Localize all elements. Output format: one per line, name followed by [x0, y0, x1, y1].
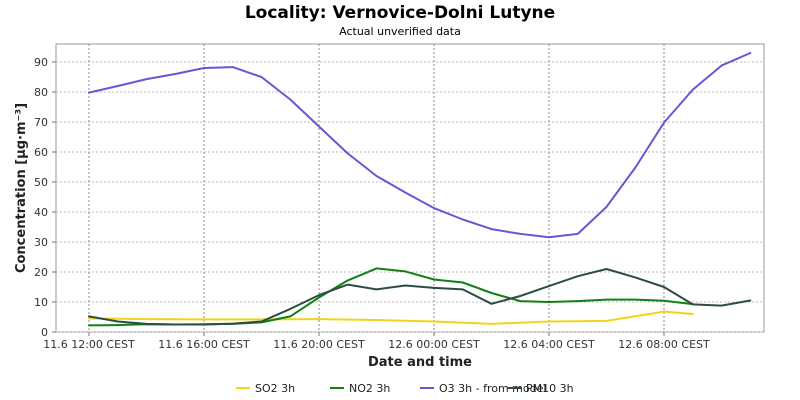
x-axis-ticks: 11.6 12:00 CEST 11.6 16:00 CEST 11.6 20:00… [43, 332, 710, 351]
legend-label-so2-3h: SO2 3h [255, 382, 295, 395]
y-tick-label: 30 [34, 236, 48, 249]
x-tick-label: 12.6 08:00 CEST [618, 338, 710, 351]
y-axis-label: Concentration [µg·m⁻³] [14, 103, 29, 273]
y-tick-label: 70 [34, 116, 48, 129]
y-tick-label: 50 [34, 176, 48, 189]
y-tick-label: 80 [34, 86, 48, 99]
legend-label-no2-3h: NO2 3h [349, 382, 390, 395]
y-tick-label: 0 [41, 326, 48, 339]
x-axis-label: Date and time [368, 355, 472, 370]
x-tick-label: 11.6 12:00 CEST [43, 338, 135, 351]
x-tick-label: 11.6 16:00 CEST [158, 338, 250, 351]
y-tick-label: 20 [34, 266, 48, 279]
y-tick-label: 60 [34, 146, 48, 159]
chart-subtitle: Actual unverified data [339, 25, 461, 38]
x-tick-label: 12.6 04:00 CEST [503, 338, 595, 351]
legend-label-pm10-3h: PM10 3h [526, 382, 574, 395]
series-line-so2-3h [88, 310, 694, 325]
legend-label-o3-3h-from-model: O3 3h - from model [439, 382, 546, 395]
y-axis-ticks: 0 10 20 30 40 50 60 70 80 90 [34, 56, 56, 339]
series-lines [88, 52, 752, 327]
series-line-o3-3h-from-model [88, 52, 752, 239]
y-tick-label: 90 [34, 56, 48, 69]
y-tick-label: 40 [34, 206, 48, 219]
y-tick-label: 10 [34, 296, 48, 309]
x-tick-label: 12.6 00:00 CEST [388, 338, 480, 351]
x-tick-label: 11.6 20:00 CEST [273, 338, 365, 351]
chart-title: Locality: Vernovice-Dolni Lutyne [245, 3, 555, 23]
plot-area [55, 43, 765, 333]
series-line-pm10-3h [88, 268, 752, 326]
